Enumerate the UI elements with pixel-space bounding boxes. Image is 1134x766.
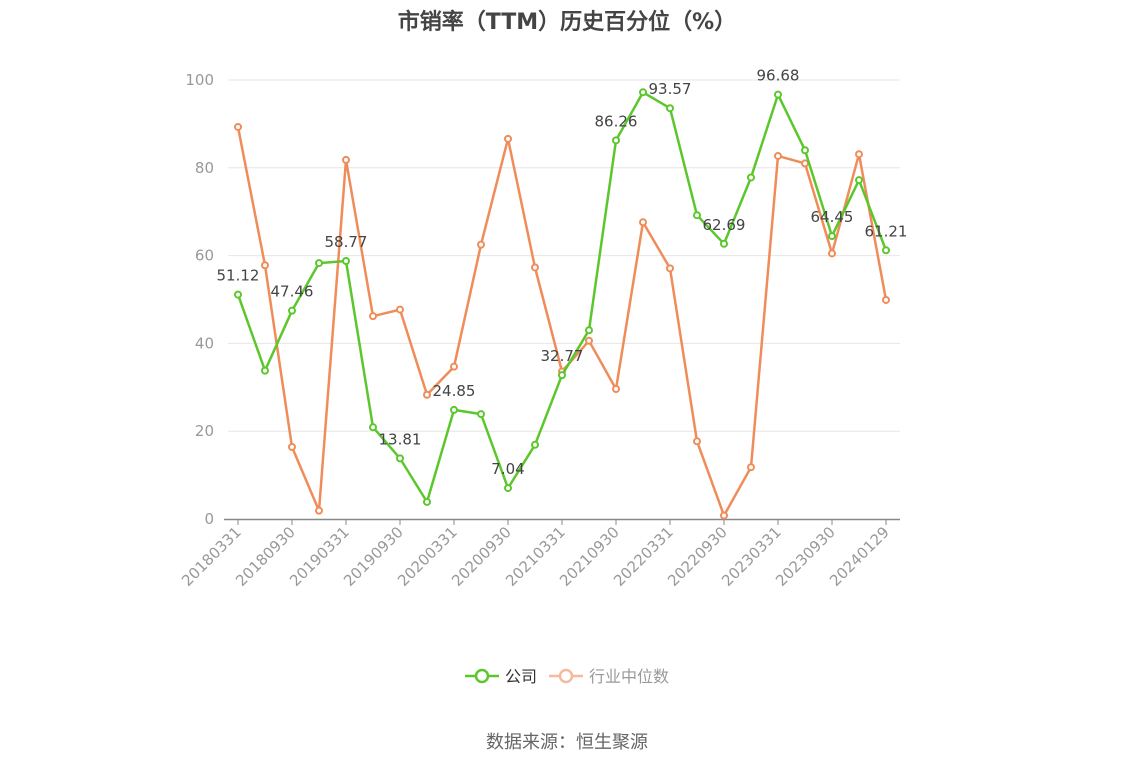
data-label: 13.81 [379,430,422,448]
data-source: 数据来源：恒生聚源 [486,732,648,753]
y-tick-label: 0 [204,510,214,528]
industry-point [585,336,593,345]
y-tick-label: 80 [195,159,214,177]
industry-point [234,122,242,131]
company-point [531,440,539,449]
company-point [639,88,647,97]
industry-point [288,443,296,452]
company-point [720,239,728,248]
industry-point [531,263,539,272]
company-point [261,366,269,375]
company-point [288,306,296,315]
industry-point [261,261,269,270]
industry-point [450,362,458,371]
company-point [801,146,809,155]
company-point [396,454,404,463]
industry-point [882,295,890,304]
company-point [747,173,755,182]
industry-point [369,312,377,321]
data-label: 47.46 [271,283,314,301]
company-point [558,371,566,380]
industry-point [801,159,809,168]
data-label: 24.85 [433,382,476,400]
data-label: 86.26 [595,112,638,130]
industry-point [720,511,728,520]
company-point [234,290,242,299]
company-point [855,176,863,185]
industry-point [423,390,431,399]
data-label: 58.77 [325,233,368,251]
industry-point [612,385,620,394]
data-label: 93.57 [649,80,692,98]
y-tick-label: 20 [195,422,214,440]
data-label: 7.04 [491,460,524,478]
legend-company-label[interactable]: 公司 [505,667,537,686]
company-point [666,104,674,113]
company-point [774,90,782,99]
industry-point [315,506,323,515]
data-label: 32.77 [541,347,584,365]
data-label: 96.68 [757,67,800,85]
x-tick-label: 20240129 [826,523,893,590]
axes: 0204060801002018033120180930201903312019… [178,71,900,590]
industry-point [504,134,512,143]
data-label: 51.12 [217,267,260,285]
data-label: 61.21 [865,222,908,240]
industry-point [693,437,701,446]
legend-industry-marker [558,668,574,684]
company-point [612,136,620,145]
legend-industry-label[interactable]: 行业中位数 [589,667,669,686]
company-point [315,259,323,268]
company-point [342,256,350,265]
data-label: 64.45 [811,208,854,226]
company-point [828,232,836,241]
industry-point [396,305,404,314]
industry-point [828,249,836,258]
industry-point [666,264,674,273]
industry-point [855,150,863,159]
grid-lines [228,79,900,432]
data-label: 62.69 [703,216,746,234]
company-point [504,484,512,493]
chart-title: 市销率（TTM）历史百分位（%） [397,10,737,35]
y-tick-label: 100 [185,71,214,89]
series-lines [234,88,890,520]
industry-line [236,126,888,517]
industry-point [639,218,647,227]
y-tick-label: 40 [195,334,214,352]
company-point [369,423,377,432]
industry-point [774,151,782,160]
legend-company-marker [474,668,490,684]
industry-point [342,155,350,164]
company-point [693,211,701,220]
company-point [450,405,458,414]
company-point [423,497,431,506]
company-point [477,410,485,419]
industry-point [477,240,485,249]
industry-point [747,463,755,472]
company-point [585,326,593,335]
y-tick-label: 60 [195,247,214,265]
data-labels: 51.12 47.46 58.77 13.81 24.85 7.04 32.77 86.26 9… [217,67,908,479]
company-point [882,246,890,255]
legend[interactable]: 公司 行业中位数 [465,667,669,686]
